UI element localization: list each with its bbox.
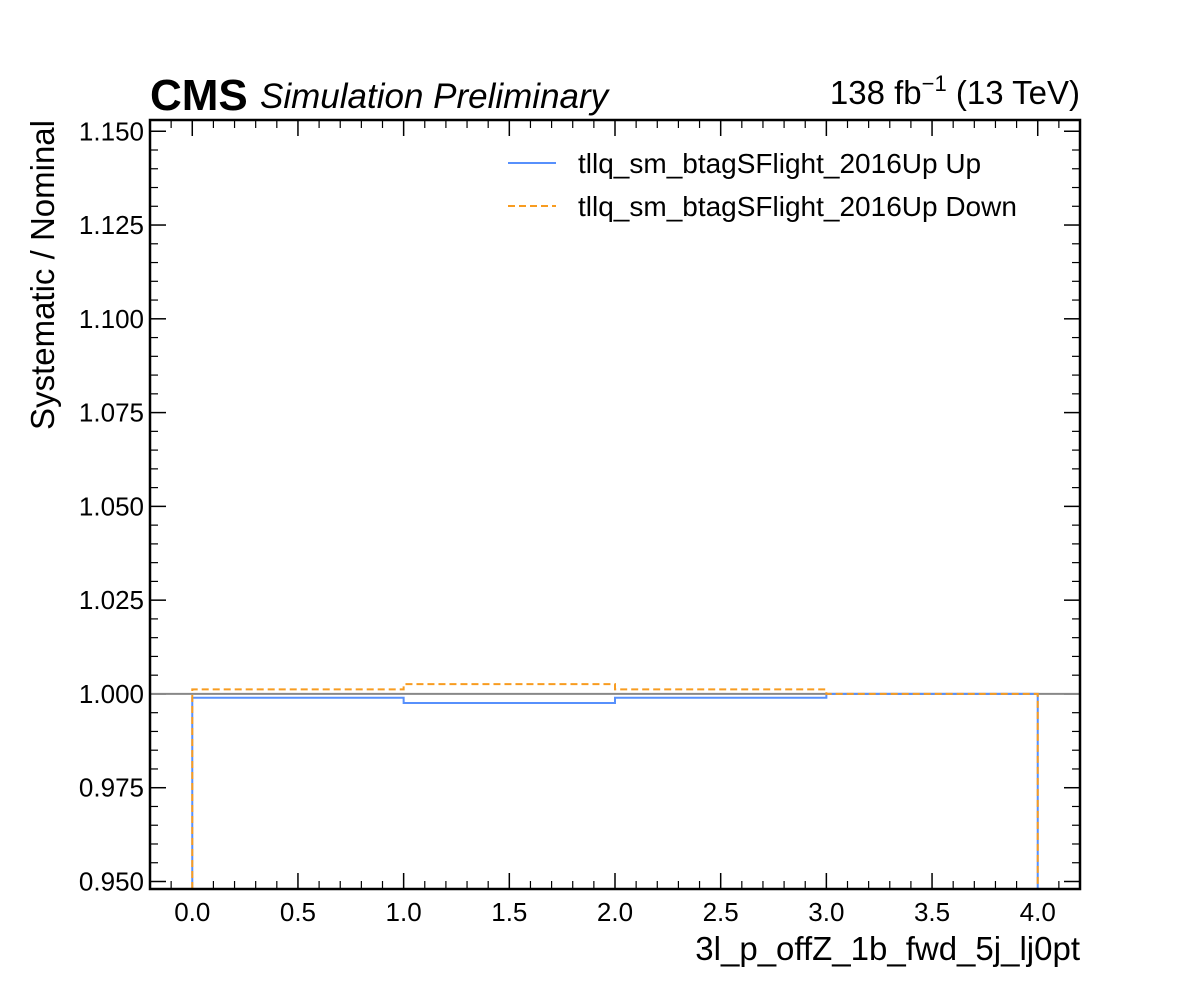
y-tick-label: 1.050 <box>79 491 144 521</box>
x-axis-label: 3l_p_offZ_1b_fwd_5j_lj0pt <box>695 930 1080 967</box>
axes-frame <box>148 118 1082 891</box>
legend: tllq_sm_btagSFlight_2016Up Up tllq_sm_bta… <box>508 148 1017 222</box>
y-tick-label: 0.975 <box>79 773 144 803</box>
x-tick-label: 3.0 <box>808 897 844 927</box>
plot-area <box>150 683 1080 889</box>
legend-entry-label: tllq_sm_btagSFlight_2016Up Up <box>578 148 981 179</box>
x-tick-label: 4.0 <box>1020 897 1056 927</box>
x-tick-label: 1.5 <box>491 897 527 927</box>
lumi-exponent: −1 <box>922 71 947 96</box>
header: CMS Simulation Preliminary 138 fb−1 (13 … <box>150 71 1080 120</box>
series-1-step-line <box>191 692 1039 889</box>
y-tick-label: 1.125 <box>79 210 144 240</box>
y-tick-label: 1.100 <box>79 304 144 334</box>
x-tick-label: 3.5 <box>914 897 950 927</box>
x-tick-label: 2.0 <box>597 897 633 927</box>
axis-ticks <box>149 120 1081 889</box>
y-tick-label: 1.075 <box>79 398 144 428</box>
lumi-label: 138 fb−1 (13 TeV) <box>830 71 1080 111</box>
series-2-step-line <box>191 683 1039 889</box>
experiment-label: CMS <box>150 71 248 120</box>
x-tick-label: 0.5 <box>280 897 316 927</box>
x-tick-label: 2.5 <box>703 897 739 927</box>
y-tick-label: 1.000 <box>79 679 144 709</box>
x-tick-label: 0.0 <box>174 897 210 927</box>
tick-labels: 0.0 0.5 1.0 1.5 2.0 2.5 3.0 3.5 4.0 0.950 0.975 1.0… <box>79 116 1056 927</box>
y-tick-label: 0.950 <box>79 866 144 896</box>
y-tick-label: 1.150 <box>79 116 144 146</box>
x-tick-label: 1.0 <box>386 897 422 927</box>
lumi-value: 138 fb <box>830 74 922 111</box>
y-tick-label: 1.025 <box>79 585 144 615</box>
energy-label: (13 TeV) <box>947 74 1080 111</box>
status-label: Simulation Preliminary <box>260 77 611 116</box>
legend-entry-label: tllq_sm_btagSFlight_2016Up Down <box>578 191 1017 222</box>
y-axis-label: Systematic / Nominal <box>24 120 61 430</box>
